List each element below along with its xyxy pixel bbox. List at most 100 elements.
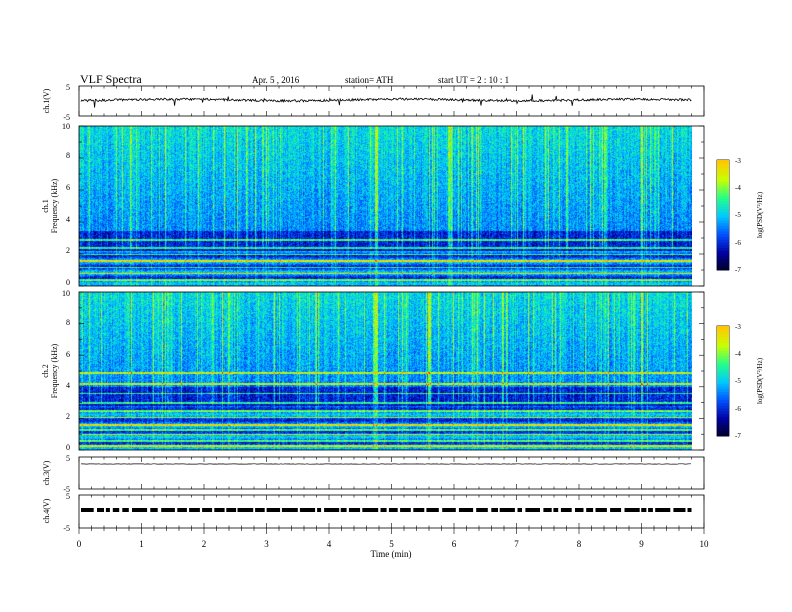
header-date: Apr. 5 , 2016 [252,75,300,85]
ch2-colorbar-color-step [717,414,729,418]
ch1-colorbar-color-step [717,187,729,191]
ch1-colorbar-color-step [717,165,729,169]
ch2-colorbar-tick-m3: -3 [735,323,741,331]
ch1-colorbar-color-step [717,226,729,230]
ch4-pulse [324,508,340,512]
ch2-colorbar-color-step [717,353,729,357]
ch2-spectrogram-panel: 0 2 4 6 8 10 ch.2 Frequency (kHz) [41,289,70,452]
ch1-colorbar-color-step [717,160,729,164]
ch1-colorbar-color-step [717,171,729,175]
ch2-colorbar-color-step [717,422,729,426]
ch2-colorbar-color-step [717,334,729,338]
ch1-freq-tick-6: 6 [66,183,70,192]
ch2-colorbar-color-step [717,356,729,360]
ch4-pulse [255,508,265,512]
ch4-pulse [150,508,158,512]
ch4-pulse [380,508,387,512]
ch1-colorbar-color-step [717,253,729,257]
ch1-colorbar-color-step [717,193,729,197]
ch4-pulse [299,508,316,512]
ch4-pulse [214,508,225,512]
ch1-colorbar-color-step [717,179,729,183]
ch1-colorbar-color-step [717,231,729,235]
ch4-pulse [525,508,540,512]
ch1-colorbar-color-step [717,264,729,268]
ch4-ytick-top: 5 [66,492,70,501]
ch1-spectrogram-panel: 0 2 4 6 8 10 ch.1 Frequency (kHz) [41,122,70,287]
ch4-pulse [340,508,347,512]
ch2-freq-tick-4: 4 [66,381,70,390]
ch1-colorbar-color-step [717,206,729,210]
time-axis-label: Time (min) [371,549,412,559]
ch2-colorbar-color-step [717,408,729,412]
ch4-pulse [226,508,237,512]
ch1-colorbar-color-step [717,220,729,224]
ch1-colorbar-color-step [717,250,729,254]
ch4-pulse [575,508,584,512]
ch2-colorbar-color-step [717,345,729,349]
time-axis-tick-label: 9 [639,539,644,549]
ch1-spectrogram-heatmap [79,126,692,286]
ch2-spectrogram-heatmap [79,292,692,450]
ch2-colorbar-color-step [717,430,729,434]
ch3-ylabel: ch.3(V) [42,460,51,485]
ch4-pulse [517,508,522,512]
ch2-colorbar-color-step [717,331,729,335]
time-axis-tick-label: 2 [202,539,207,549]
ch4-pulse [266,508,281,512]
ch4-pulse [476,508,488,512]
ch4-pulse [81,508,94,512]
ch4-pulse [648,508,653,512]
ch4-pulse [348,508,361,512]
ch2-colorbar-color-step [717,383,729,387]
ch2-colorbar-color-step [717,405,729,409]
ch1-ytick-top: 5 [66,83,70,92]
ch1-colorbar-color-step [717,239,729,243]
ch2-colorbar-tick-m4: -4 [735,350,741,358]
ch4-pulse [202,508,213,512]
ch2-colorbar-tick-m5: -5 [735,377,741,385]
ch2-colorbar-color-step [717,381,729,385]
ch4-pulse [317,508,322,512]
time-axis-tick-label: 7 [514,539,519,549]
ch1-ytick-bottom: -5 [63,113,70,122]
time-axis-tick-label: 4 [327,539,332,549]
ch2-colorbar-color-step [717,326,729,330]
ch1-colorbar-color-step [717,195,729,199]
ch2-colorbar-color-step [717,389,729,393]
ch1-colorbar-color-step [717,248,729,252]
time-axis-tick-label: 3 [264,539,269,549]
ch4-pulse [655,508,671,512]
ch2-colorbar-color-step [717,386,729,390]
ch4-ylabel: ch.4(V) [42,498,51,523]
ch2-colorbar-color-step [717,400,729,404]
ch1-freq-tick-10: 10 [62,122,70,131]
ch4-pulse [560,508,572,512]
ch4-pulse [112,508,120,512]
ch4-waveform-trace [81,508,692,512]
ch1-colorbar-color-step [717,234,729,238]
ch4-pulse [161,508,175,512]
ch2-colorbar-color-step [717,348,729,352]
ch2-freq-tick-8: 8 [66,318,70,327]
ch1-colorbar-tick-m3: -3 [735,157,741,165]
ch2-channel-label: ch.2 [41,364,50,378]
ch1-colorbar-color-step [717,162,729,166]
ch1-freq-tick-2: 2 [66,246,70,255]
ch3-ytick-bottom: -5 [63,485,70,494]
ch4-pulse [442,508,456,512]
ch2-colorbar-color-step [717,416,729,420]
ch4-waveform-panel: 5 -5 ch.4(V) [42,492,705,533]
figure-title: VLF Spectra [80,72,142,86]
ch1-ylabel: ch.1(V) [42,88,51,113]
ch2-colorbar-color-step [717,433,729,437]
ch2-colorbar-color-step [717,367,729,371]
ch1-freq-tick-4: 4 [66,215,70,224]
ch4-pulse [362,508,379,512]
ch4-pulse [426,508,439,512]
ch2-ylabel: Frequency (kHz) [50,343,59,398]
ch1-channel-label: ch.1 [41,199,50,213]
ch2-colorbar-color-step [717,378,729,382]
ch1-colorbar-color-step [717,217,729,221]
